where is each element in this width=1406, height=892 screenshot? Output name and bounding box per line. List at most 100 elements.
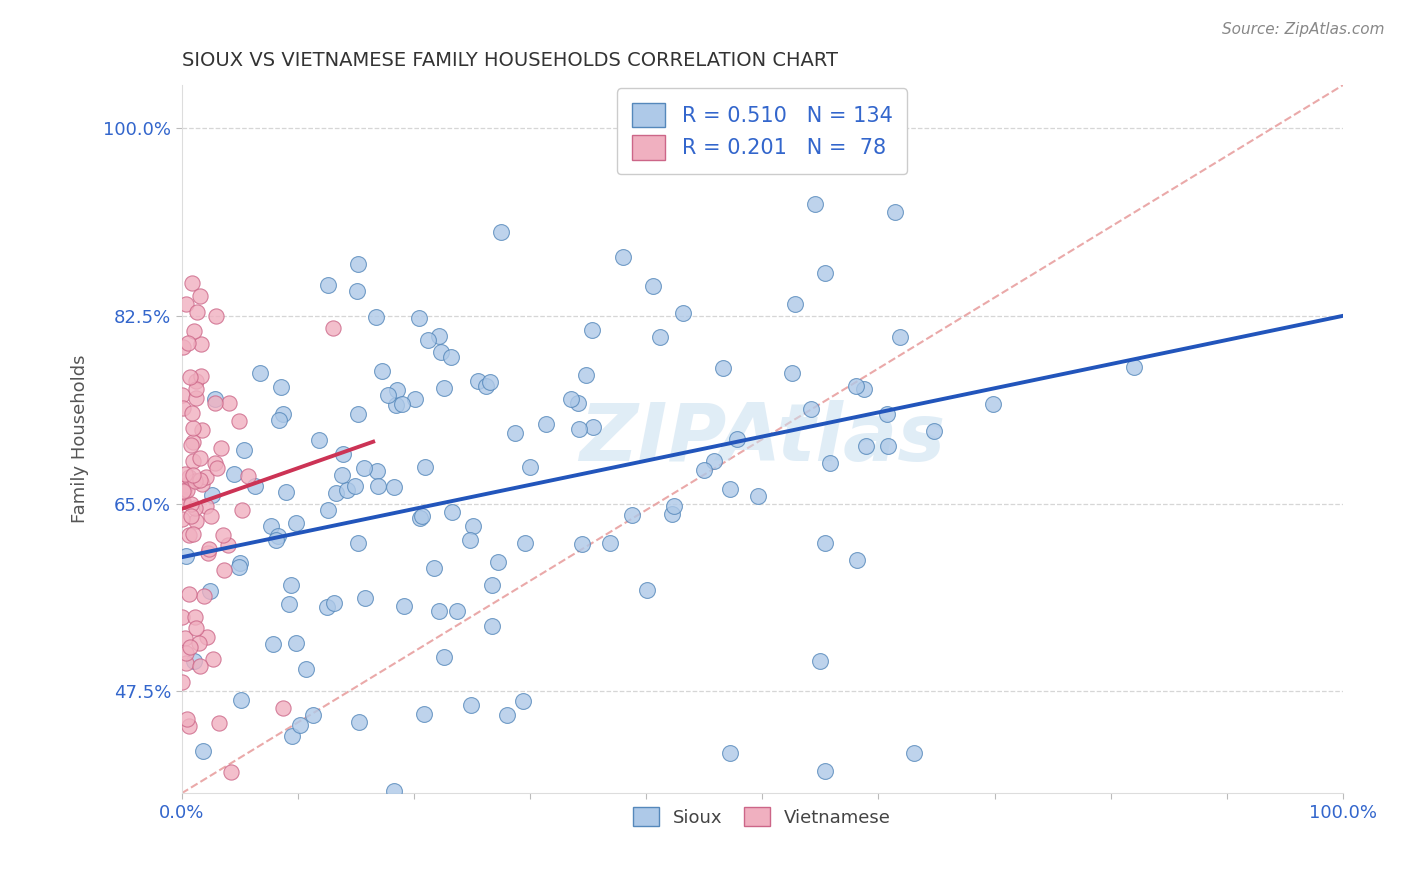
Point — [201, 488, 224, 502]
Point — [188, 289, 211, 303]
Point — [725, 432, 748, 446]
Point — [294, 663, 316, 677]
Point — [354, 591, 377, 606]
Point — [581, 323, 603, 337]
Point — [661, 508, 683, 522]
Point — [316, 599, 339, 614]
Point — [188, 450, 211, 465]
Point — [184, 621, 207, 635]
Point — [481, 578, 503, 592]
Point — [224, 467, 246, 482]
Point — [560, 392, 582, 406]
Point — [391, 397, 413, 411]
Point — [174, 467, 197, 482]
Point — [648, 330, 671, 344]
Point — [575, 368, 598, 382]
Point — [179, 587, 201, 601]
Point — [184, 514, 207, 528]
Point — [181, 454, 204, 468]
Point — [889, 329, 911, 343]
Point — [184, 500, 207, 515]
Point — [332, 447, 354, 461]
Point — [423, 561, 446, 575]
Point — [191, 423, 214, 437]
Point — [281, 729, 304, 743]
Point — [458, 533, 481, 547]
Point — [413, 707, 436, 722]
Point — [336, 483, 359, 497]
Point — [347, 715, 370, 730]
Point — [853, 148, 876, 162]
Point — [197, 546, 219, 560]
Point — [478, 375, 501, 389]
Text: Source: ZipAtlas.com: Source: ZipAtlas.com — [1222, 22, 1385, 37]
Point — [503, 425, 526, 440]
Point — [201, 651, 224, 665]
Point — [245, 479, 267, 493]
Point — [672, 306, 695, 320]
Point — [177, 335, 200, 350]
Point — [409, 511, 432, 525]
Point — [845, 378, 868, 392]
Point — [512, 694, 534, 708]
Point — [174, 549, 197, 563]
Point — [205, 461, 228, 475]
Point — [218, 396, 240, 410]
Point — [876, 407, 898, 421]
Point — [177, 718, 200, 732]
Point — [260, 518, 283, 533]
Point — [519, 459, 541, 474]
Point — [446, 603, 468, 617]
Point — [209, 441, 232, 455]
Point — [347, 535, 370, 549]
Point — [366, 464, 388, 478]
Point — [176, 483, 198, 497]
Point — [170, 512, 193, 526]
Point — [323, 597, 346, 611]
Text: SIOUX VS VIETNAMESE FAMILY HOUSEHOLDS CORRELATION CHART: SIOUX VS VIETNAMESE FAMILY HOUSEHOLDS CO… — [181, 51, 838, 70]
Point — [183, 654, 205, 668]
Point — [174, 478, 197, 492]
Point — [229, 693, 252, 707]
Point — [269, 413, 291, 427]
Point — [177, 528, 200, 542]
Point — [190, 368, 212, 383]
Point — [181, 420, 204, 434]
Point — [408, 310, 430, 325]
Point — [481, 619, 503, 633]
Point — [284, 516, 307, 531]
Point — [176, 712, 198, 726]
Point — [813, 764, 835, 778]
Point — [703, 454, 725, 468]
Point — [463, 518, 485, 533]
Point — [204, 457, 226, 471]
Point — [429, 329, 451, 343]
Point — [330, 467, 353, 482]
Point — [322, 321, 344, 335]
Point — [262, 637, 284, 651]
Point — [404, 392, 426, 407]
Point — [486, 555, 509, 569]
Point — [382, 480, 405, 494]
Point — [347, 257, 370, 271]
Point — [186, 305, 208, 319]
Point — [387, 384, 409, 398]
Point — [808, 654, 831, 668]
Point — [198, 584, 221, 599]
Point — [903, 746, 925, 760]
Point — [284, 636, 307, 650]
Point — [170, 674, 193, 689]
Point — [212, 528, 235, 542]
Point — [270, 380, 292, 394]
Point — [233, 443, 256, 458]
Point — [183, 324, 205, 338]
Point — [273, 701, 295, 715]
Point — [180, 498, 202, 512]
Point — [277, 598, 299, 612]
Point — [367, 479, 389, 493]
Point — [346, 284, 368, 298]
Point — [186, 374, 208, 388]
Point — [377, 388, 399, 402]
Point — [800, 401, 823, 416]
Point — [852, 382, 875, 396]
